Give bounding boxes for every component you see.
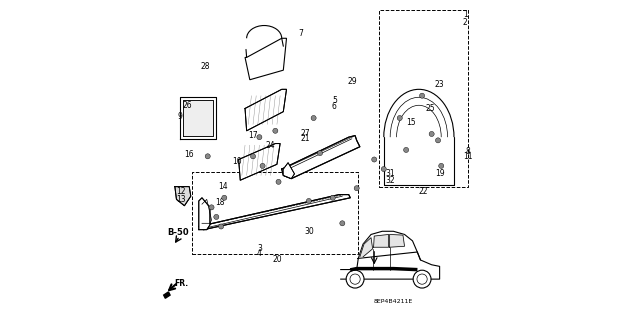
Text: 30: 30 [304,227,314,236]
Circle shape [413,270,431,288]
Text: 28: 28 [200,63,210,71]
Polygon shape [284,163,294,179]
Circle shape [273,128,278,133]
Polygon shape [199,195,350,230]
Circle shape [209,205,214,210]
Circle shape [214,214,219,219]
Text: 16: 16 [184,150,194,159]
Circle shape [346,270,364,288]
Circle shape [311,115,316,121]
Text: 9: 9 [177,112,182,121]
Polygon shape [282,136,360,179]
Text: 1: 1 [463,10,467,19]
Polygon shape [340,252,440,279]
Ellipse shape [191,125,203,133]
Text: 11: 11 [463,152,473,161]
Circle shape [438,163,444,168]
Circle shape [260,163,265,168]
Text: 18: 18 [215,198,224,207]
Polygon shape [183,100,213,136]
Circle shape [354,186,359,191]
Circle shape [404,147,409,152]
Polygon shape [360,238,372,257]
Polygon shape [164,292,170,298]
Text: 29: 29 [347,77,356,86]
Polygon shape [374,234,388,247]
Circle shape [221,195,227,200]
Polygon shape [245,38,287,80]
Text: 21: 21 [301,134,310,143]
Circle shape [372,157,377,162]
Text: 26: 26 [183,101,193,110]
Text: FR.: FR. [174,279,188,288]
Text: 7: 7 [298,29,303,38]
Text: 6: 6 [332,102,337,111]
Circle shape [307,198,312,204]
Text: 3: 3 [257,244,262,253]
Text: 14: 14 [218,182,227,191]
Circle shape [250,154,255,159]
Text: 24: 24 [266,141,275,150]
Text: 25: 25 [425,104,435,113]
Circle shape [417,274,427,284]
Text: 20: 20 [272,256,282,264]
Text: 2: 2 [463,18,467,27]
Circle shape [381,167,387,172]
Polygon shape [199,198,210,230]
Text: 10: 10 [232,157,242,166]
Circle shape [330,195,335,200]
Text: B-50: B-50 [167,228,189,237]
Polygon shape [245,89,287,131]
Text: 4: 4 [257,249,262,258]
Text: 23: 23 [435,80,444,89]
Circle shape [429,131,434,137]
Circle shape [218,224,223,229]
Polygon shape [175,187,191,206]
Circle shape [340,221,345,226]
Text: 5: 5 [332,96,337,105]
Text: 32: 32 [385,176,395,185]
Polygon shape [239,144,280,180]
Text: 22: 22 [419,187,428,196]
Text: 12: 12 [177,187,186,196]
Text: 13: 13 [177,195,186,204]
Circle shape [317,151,323,156]
Circle shape [397,115,403,121]
Text: 31: 31 [385,169,395,178]
Text: 17: 17 [248,131,258,140]
Circle shape [435,138,440,143]
Text: 19: 19 [435,169,444,178]
Circle shape [205,154,211,159]
Polygon shape [390,234,404,247]
Circle shape [257,135,262,140]
Ellipse shape [193,104,202,111]
Text: 15: 15 [406,118,416,127]
Circle shape [276,179,281,184]
Text: 8EP4B4211E: 8EP4B4211E [374,299,413,304]
Text: 8: 8 [466,147,470,156]
Circle shape [420,93,424,98]
Text: 27: 27 [301,130,310,138]
Circle shape [350,274,360,284]
